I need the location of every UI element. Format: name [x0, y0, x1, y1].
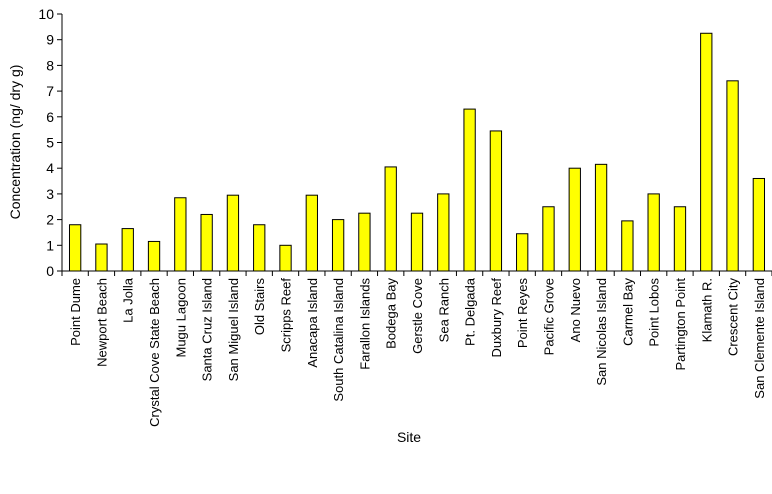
bar: [752, 177, 766, 272]
x-tick-label: Crystal Cove State Beach: [147, 278, 162, 427]
x-tick-label: Scripps Reef: [279, 278, 294, 353]
y-tick-label: 7: [46, 83, 54, 99]
bar: [568, 167, 581, 272]
y-tick-label: 2: [46, 212, 54, 228]
bar: [253, 224, 266, 272]
y-tick-label: 3: [46, 186, 54, 202]
bar: [121, 228, 134, 272]
x-tick-label: La Jolla: [121, 277, 136, 323]
x-tick-label: Partington Point: [673, 278, 688, 371]
x-axis-title: Site: [397, 429, 421, 445]
x-tick-label: Pt. Delgada: [463, 277, 478, 346]
bar: [279, 244, 292, 272]
x-tick-label: Point Dume: [68, 278, 83, 346]
x-tick-label: Old Stairs: [252, 278, 267, 336]
x-tick-label: Ano Nuevo: [568, 278, 583, 342]
bar: [410, 212, 424, 272]
bar: [147, 240, 161, 272]
bar: [174, 197, 187, 272]
bar: [594, 163, 608, 272]
y-axis-title: Concentration (ng/ dry g): [7, 65, 23, 220]
x-tick-label: Anacapa Island: [305, 278, 320, 368]
bar: [700, 32, 713, 272]
bar: [726, 80, 739, 272]
bar: [305, 194, 318, 272]
y-tick-label: 8: [46, 57, 54, 73]
x-tick-label: San Clemente Island: [752, 278, 767, 399]
bar: [95, 243, 108, 272]
bar: [384, 166, 397, 272]
x-tick-label: Point Lobos: [647, 278, 662, 347]
x-tick-label: Klamath R.: [699, 278, 714, 342]
x-tick-label: Mugu Lagoon: [173, 278, 188, 358]
axes-layer: [57, 13, 772, 276]
y-tick-label: 6: [46, 109, 54, 125]
x-tick-label: Carmel Bay: [620, 278, 635, 346]
y-tick-label: 10: [38, 6, 54, 22]
bar: [542, 206, 555, 272]
x-tick-label: San Miguel Island: [226, 278, 241, 381]
bar: [226, 194, 240, 272]
bar: [516, 233, 529, 272]
bar: [463, 108, 476, 272]
x-tick-label: South Catalina Island: [331, 278, 346, 402]
x-tick-label: Sea Ranch: [436, 278, 451, 342]
bar: [68, 224, 82, 272]
bar: [358, 212, 371, 272]
x-tick-label: Gerstle Cove: [410, 278, 425, 354]
x-tick-label: Duxbury Reef: [489, 278, 504, 358]
x-tick-label: Farallon Islands: [357, 278, 372, 370]
bar: [621, 220, 634, 272]
y-tick-label: 4: [46, 160, 54, 176]
labels-layer: 0 1 2 3 4 5 6 7 8 9 10 Point Dume Newport Beach La Jo…: [38, 6, 766, 427]
x-tick-label: Newport Beach: [94, 278, 109, 367]
bar: [489, 130, 503, 272]
bar: [647, 193, 660, 272]
bars-layer: [68, 32, 766, 272]
x-tick-label: Bodega Bay: [384, 278, 399, 349]
y-tick-label: 9: [46, 32, 54, 48]
x-tick-label: San Nicolas Island: [594, 278, 609, 386]
x-tick-label: Point Reyes: [515, 278, 530, 349]
bar: [200, 213, 213, 272]
x-tick-label: Crescent City: [726, 278, 741, 357]
y-tick-label: 0: [46, 263, 54, 279]
x-tick-label: Santa Cruz Island: [200, 278, 215, 381]
bar: [331, 219, 345, 272]
bar: [673, 206, 687, 272]
bar: [437, 193, 450, 272]
y-tick-label: 1: [46, 237, 54, 253]
x-tick-label: Pacific Grove: [541, 278, 556, 355]
y-tick-label: 5: [46, 135, 54, 151]
